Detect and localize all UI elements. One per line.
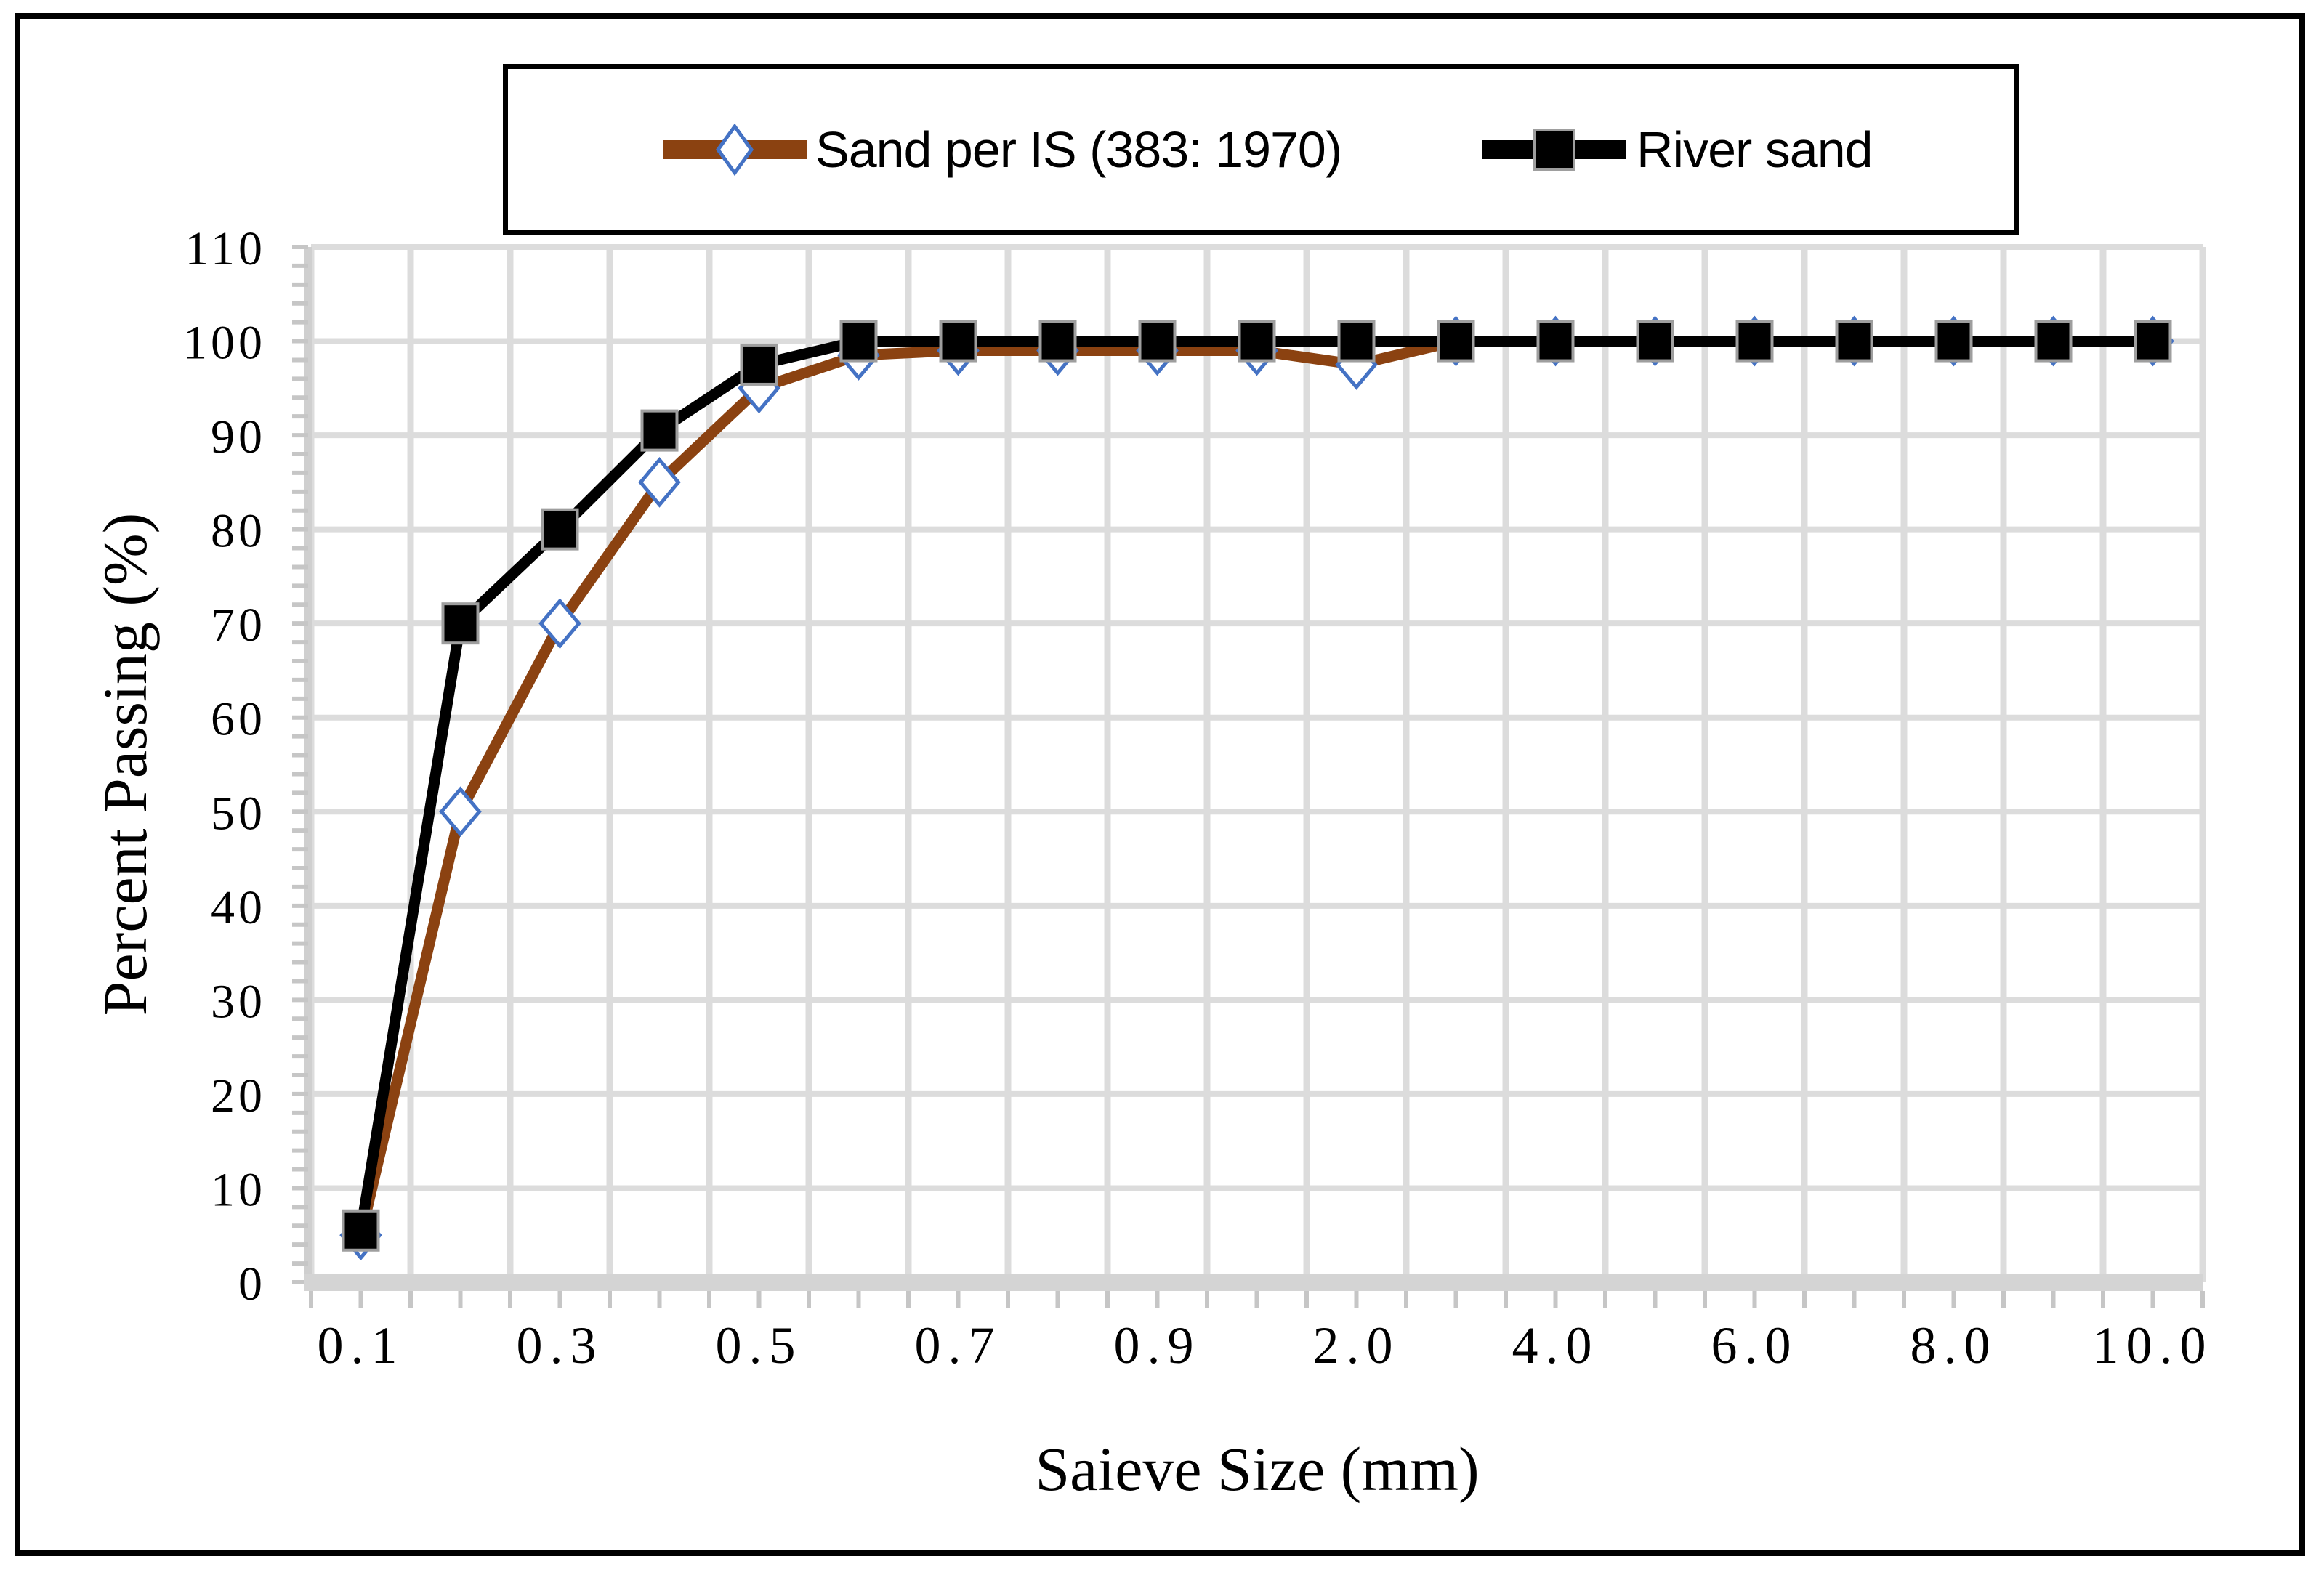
square-marker (1934, 320, 1973, 363)
svg-text:6.0: 6.0 (1711, 1316, 1799, 1375)
svg-text:0.3: 0.3 (517, 1316, 604, 1375)
diamond-marker (538, 598, 581, 649)
square-marker (1536, 320, 1575, 363)
svg-text:0.5: 0.5 (716, 1316, 803, 1375)
series-line (355, 336, 2158, 1241)
square-marker (1735, 320, 1774, 363)
square-marker (1337, 320, 1376, 363)
square-marker (1038, 320, 1077, 363)
square-marker (839, 320, 878, 363)
svg-text:50: 50 (211, 787, 266, 840)
svg-text:4.0: 4.0 (1512, 1316, 1599, 1375)
y-axis (292, 245, 312, 1287)
square-marker (640, 409, 679, 452)
svg-text:70: 70 (211, 599, 266, 652)
svg-text:10: 10 (211, 1163, 266, 1216)
x-tick-labels: 0.1 0.3 0.5 0.7 0.9 2.0 4.0 6.0 8.0 10.0 (318, 1316, 2214, 1375)
square-marker (541, 508, 579, 551)
square-marker (1437, 320, 1475, 363)
square-marker (441, 602, 480, 645)
square-marker-icon (1482, 129, 1626, 171)
series-sand-per-is (339, 315, 2174, 1261)
svg-text:0.1: 0.1 (318, 1316, 405, 1375)
legend-label-sand-per-is: Sand per IS (383: 1970) (815, 121, 1342, 178)
diamond-marker (638, 456, 681, 508)
square-marker (1835, 320, 1873, 363)
square-marker (1138, 320, 1177, 363)
svg-text:8.0: 8.0 (1911, 1316, 1998, 1375)
series-line (355, 336, 2158, 1236)
svg-text:110: 110 (185, 222, 266, 275)
square-marker (2134, 320, 2172, 363)
x-axis-title: Saieve Size (mm) (1035, 1434, 1480, 1504)
square-marker (342, 1209, 380, 1252)
legend-box: Sand per IS (383: 1970) River sand (503, 64, 2019, 235)
square-marker (939, 320, 977, 363)
diamond-marker (439, 786, 482, 838)
svg-text:0.9: 0.9 (1114, 1316, 1201, 1375)
gridlines (307, 244, 2206, 1285)
series-river-sand (342, 320, 2172, 1252)
svg-text:30: 30 (211, 975, 266, 1028)
svg-text:40: 40 (211, 881, 266, 934)
x-axis (304, 1274, 2205, 1308)
svg-text:20: 20 (211, 1069, 266, 1122)
svg-text:100: 100 (183, 317, 266, 370)
diamond-marker-icon (663, 123, 807, 177)
square-marker (740, 343, 778, 386)
svg-text:0: 0 (238, 1258, 266, 1311)
svg-text:10.0: 10.0 (2093, 1316, 2214, 1375)
svg-text:2.0: 2.0 (1313, 1316, 1400, 1375)
y-axis-title: Percent Passing (%) (90, 512, 160, 1016)
svg-text:60: 60 (211, 693, 266, 746)
svg-text:0.7: 0.7 (915, 1316, 1002, 1375)
svg-text:90: 90 (211, 410, 266, 463)
square-marker (2034, 320, 2073, 363)
square-marker (1636, 320, 1674, 363)
svg-text:80: 80 (211, 505, 266, 558)
square-marker (1238, 320, 1276, 363)
y-tick-labels: 0 10 20 30 40 50 60 70 80 90 100 110 (183, 222, 266, 1311)
figure-border (15, 13, 2305, 1556)
legend-label-river-sand: River sand (1637, 121, 1873, 178)
